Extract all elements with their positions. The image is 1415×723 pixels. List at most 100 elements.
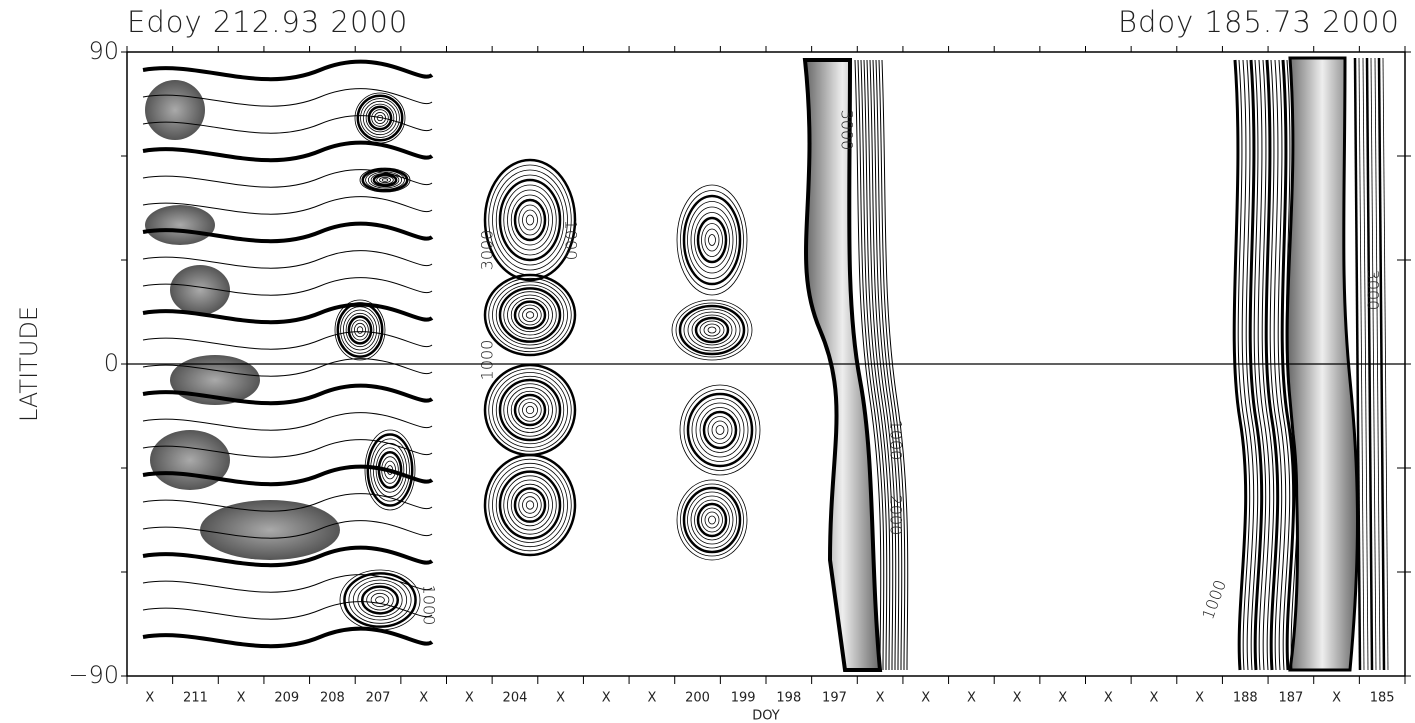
- contour-line: [1285, 59, 1299, 671]
- contour-ring: [483, 363, 577, 457]
- x-tick-label: X: [647, 691, 656, 706]
- contour-ring: [510, 297, 550, 333]
- contour-line: [142, 169, 433, 188]
- contour-line: [881, 59, 909, 671]
- contour-ring: [525, 311, 535, 319]
- contour-ring: [334, 299, 386, 361]
- contour-line: [869, 59, 897, 671]
- contour-line: [1264, 59, 1280, 671]
- contour-line: [142, 383, 434, 406]
- shaded-region: [145, 80, 205, 140]
- contour-line: [878, 59, 906, 671]
- contour-ring: [384, 460, 396, 480]
- contour-ring: [525, 405, 535, 415]
- contour-ring: [492, 281, 568, 349]
- contour-ring: [360, 98, 400, 138]
- contour-ring: [356, 326, 364, 334]
- contour-ring: [356, 94, 404, 142]
- contour-ring: [699, 407, 741, 453]
- x-tick-label: X: [602, 691, 611, 706]
- x-tick-label: X: [1195, 691, 1204, 706]
- contour-ring: [488, 368, 572, 452]
- y-axis-label: LATITUDE: [15, 306, 43, 422]
- contour-ring: [483, 453, 577, 557]
- contour-ring: [503, 475, 557, 535]
- x-tick-label: X: [556, 691, 565, 706]
- contour-ring: [678, 304, 746, 356]
- contour-ring: [372, 442, 408, 498]
- contour-ring: [676, 184, 748, 296]
- contour-line: [1280, 59, 1296, 671]
- contour-ring: [359, 167, 411, 193]
- contour-ring: [690, 495, 734, 545]
- contour-ring: [680, 483, 744, 557]
- contour-ring: [351, 319, 369, 341]
- y-tick-label: 90: [88, 37, 119, 65]
- contour-ring: [495, 284, 565, 346]
- x-tick-label: X: [465, 691, 474, 706]
- contour-ring: [347, 315, 373, 345]
- contour-label: 3000: [1364, 270, 1383, 311]
- contour-line: [857, 59, 885, 671]
- contour-line: [875, 59, 903, 671]
- contour-ring: [679, 384, 761, 476]
- contour-line: [1237, 59, 1251, 671]
- contour-ring: [507, 294, 553, 336]
- contour-ring: [518, 204, 542, 236]
- contour-ring: [365, 103, 395, 133]
- contour-ring: [513, 300, 547, 330]
- shaded-region: [145, 205, 215, 245]
- contour-line: [860, 59, 888, 671]
- x-tick-label: X: [419, 691, 428, 706]
- x-tick-label: X: [921, 691, 930, 706]
- contour-line: [1232, 59, 1248, 671]
- x-tick-label: X: [237, 691, 246, 706]
- contour-ring: [687, 311, 737, 349]
- contour-line: [142, 302, 434, 325]
- contour-ring: [340, 306, 380, 354]
- contour-ring: [354, 322, 366, 338]
- x-tick-label: 209: [274, 691, 299, 706]
- contour-ring: [513, 198, 547, 242]
- x-tick-label: 207: [366, 691, 391, 706]
- contour-line: [1245, 59, 1259, 671]
- contour-ring: [362, 100, 398, 136]
- contour-line: [866, 59, 894, 671]
- contour-ring: [352, 579, 408, 621]
- contour-line: [142, 250, 433, 269]
- contour-line: [142, 520, 433, 539]
- contour-ring: [381, 456, 399, 484]
- contour-ring: [683, 308, 741, 352]
- contour-ring: [360, 585, 400, 615]
- contour-line: [142, 277, 433, 296]
- contour-ring: [702, 410, 738, 450]
- contour-ring: [695, 402, 745, 458]
- x-tick-label: X: [1104, 691, 1113, 706]
- contour-ring: [694, 212, 730, 268]
- contour-ring: [370, 172, 400, 188]
- contour-ring: [518, 492, 542, 518]
- contour-ring: [704, 228, 720, 252]
- x-tick-label: 187: [1278, 691, 1303, 706]
- contour-ring: [367, 105, 393, 131]
- contour-line: [1273, 59, 1287, 671]
- contour-ring: [690, 206, 734, 274]
- contour-ring: [503, 383, 557, 437]
- contour-ring: [691, 398, 749, 462]
- contour-ring: [525, 500, 535, 510]
- contour-ring: [488, 277, 572, 353]
- contour-ring: [498, 287, 562, 343]
- contour-line: [872, 59, 900, 671]
- contour-line: [142, 358, 433, 377]
- contour-ring: [495, 375, 565, 445]
- contour-ring: [671, 299, 753, 361]
- contour-line: [142, 196, 433, 215]
- contour-line: [1248, 59, 1264, 671]
- contour-line: [1241, 59, 1255, 671]
- contour-ring: [699, 320, 725, 340]
- contour-ring: [357, 582, 403, 618]
- contour-ring: [513, 487, 547, 523]
- contour-ring: [701, 507, 723, 533]
- contour-line: [142, 221, 434, 244]
